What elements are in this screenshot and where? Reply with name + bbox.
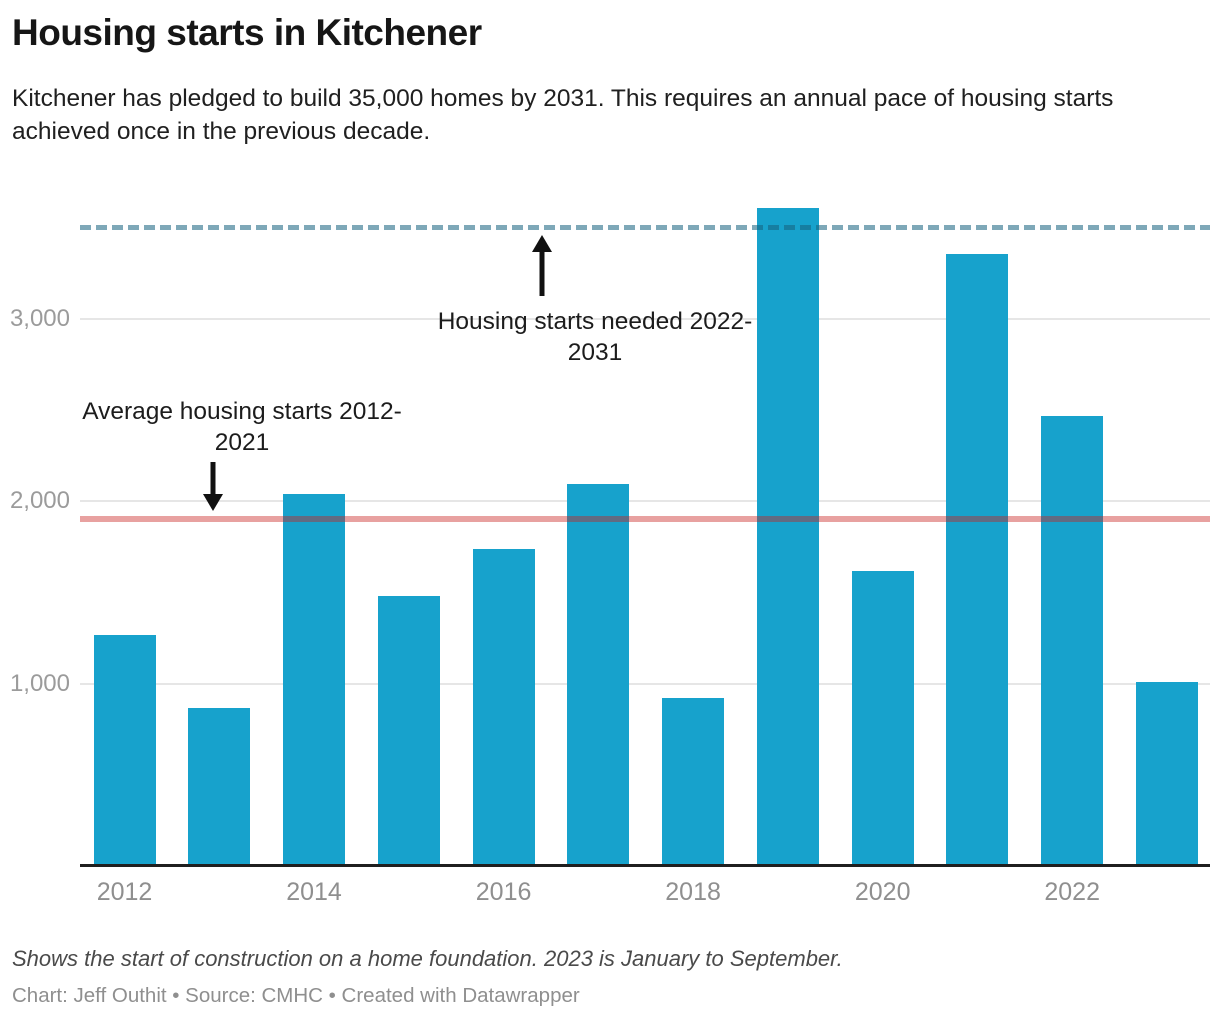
x-tick-label-2016: 2016	[475, 878, 532, 906]
x-tick-label-2018: 2018	[665, 878, 721, 906]
bar-2013	[188, 707, 251, 866]
page-title: Housing starts in Kitchener	[12, 12, 482, 53]
x-tick-label-2022: 2022	[1044, 878, 1100, 906]
x-tick-label-2014: 2014	[286, 878, 342, 906]
x-tick-label-2020: 2020	[854, 878, 911, 906]
bar-2015	[377, 595, 440, 866]
footer-credit: Chart: Jeff Outhit • Source: CMHC • Crea…	[12, 984, 580, 1007]
average-annotation-line2: 2021	[214, 429, 270, 456]
average-annotation: Average housing starts 2012- 2021	[22, 396, 462, 458]
bar-2020	[851, 570, 914, 866]
bar-2017	[567, 483, 630, 866]
bar-2018	[662, 697, 725, 866]
gridline-3000	[80, 317, 1210, 320]
needed-annotation-line1: Housing starts needed 2022-	[437, 308, 753, 335]
y-tick-label-3000: 3,000	[9, 304, 70, 332]
up-arrow-icon	[532, 235, 552, 296]
down-arrow-icon	[203, 462, 223, 511]
bar-2014	[283, 493, 345, 866]
footer-note: Shows the start of construction on a hom…	[12, 946, 843, 971]
needed-annotation: Housing starts needed 2022- 2031	[375, 306, 815, 368]
bar-2022	[1041, 415, 1104, 866]
x-axis-baseline	[80, 864, 1210, 867]
bar-2023	[1136, 682, 1198, 866]
gridline-2000	[80, 500, 1210, 502]
bar-2021	[946, 253, 1009, 866]
bar-2012	[93, 634, 156, 866]
needed-annotation-line2: 2031	[567, 339, 623, 366]
y-tick-label-1000: 1,000	[9, 669, 70, 697]
needed-reference-line	[80, 224, 1210, 230]
bar-2019	[756, 207, 819, 866]
x-tick-label-2012: 2012	[96, 878, 153, 906]
y-tick-label-2000: 2,000	[9, 487, 70, 514]
average-annotation-line1: Average housing starts 2012-	[82, 398, 402, 425]
average-reference-line	[80, 516, 1210, 523]
bar-2016	[472, 548, 535, 866]
chart-description: Kitchener has pledged to build 35,000 ho…	[12, 85, 1114, 145]
gridline-1000	[80, 682, 1210, 685]
